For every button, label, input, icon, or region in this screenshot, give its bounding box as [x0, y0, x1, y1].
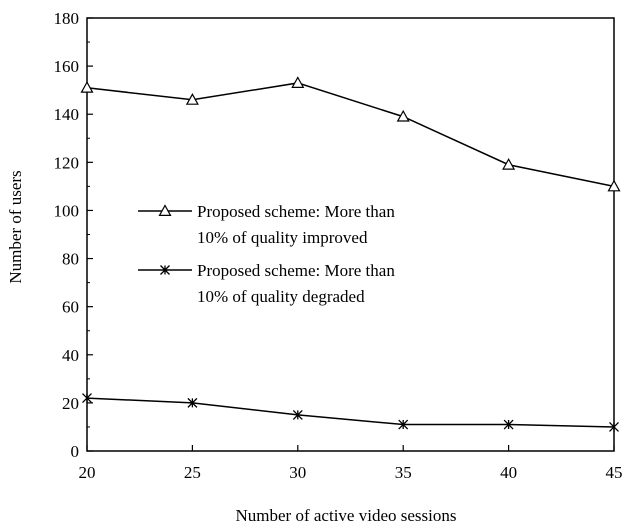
data-point-series-1 [502, 158, 516, 170]
legend-marker-2 [160, 265, 170, 275]
legend-label-2: 10% of quality degraded [197, 287, 365, 306]
y-tick-label: 180 [54, 9, 80, 28]
plot-area: 0 20 40 60 80 100 120 140 160 180 20 25 30 35 40 45 Prop… [54, 9, 623, 482]
legend-label-1: 10% of quality improved [197, 228, 368, 247]
y-axis-label: Number of users [6, 170, 25, 283]
x-tick-label: 25 [184, 463, 201, 482]
legend-label-1: Proposed scheme: More than [197, 202, 395, 221]
x-tick-label: 40 [500, 463, 517, 482]
x-axis-label: Number of active video sessions [236, 506, 457, 525]
data-point-series-1 [291, 76, 305, 88]
legend-label-2: Proposed scheme: More than [197, 261, 395, 280]
x-tick-label: 20 [79, 463, 96, 482]
data-point-series-2 [292, 409, 303, 420]
series-line-2 [86, 397, 615, 428]
data-point-series-2 [82, 393, 92, 404]
legend-marker-1 [158, 204, 172, 216]
y-tick-label: 20 [62, 394, 79, 413]
y-tick-label: 160 [54, 57, 80, 76]
y-tick-label: 60 [62, 298, 79, 317]
data-point-series-2 [398, 419, 409, 430]
data-point-series-1 [396, 109, 410, 122]
data-point-series-1 [607, 179, 621, 192]
y-tick-label: 40 [62, 346, 79, 365]
data-point-series-2 [503, 419, 514, 430]
y-tick-label: 0 [71, 442, 80, 461]
y-tick-label: 120 [54, 153, 80, 172]
x-tick-label: 35 [395, 463, 412, 482]
data-point-series-2 [609, 421, 619, 432]
series-line-1 [86, 82, 615, 188]
y-tick-label: 80 [62, 250, 79, 269]
y-tick-label: 140 [54, 105, 80, 124]
x-tick-label: 30 [289, 463, 306, 482]
data-point-series-2 [187, 397, 198, 408]
y-tick-label: 100 [54, 201, 80, 220]
data-point-series-1 [185, 93, 199, 105]
data-point-series-1 [80, 81, 94, 93]
x-tick-label: 45 [606, 463, 623, 482]
